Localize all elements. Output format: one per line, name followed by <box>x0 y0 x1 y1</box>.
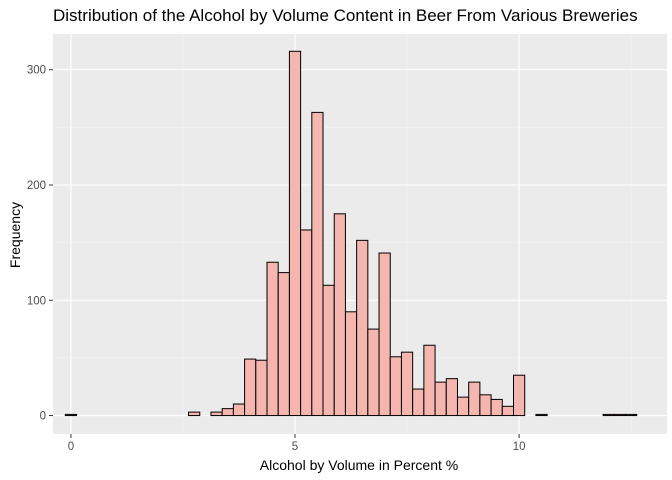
histogram-bar <box>311 111 324 417</box>
histogram-bar <box>490 398 503 417</box>
histogram-bar <box>602 413 615 417</box>
histogram-bars <box>64 50 638 417</box>
histogram-bar <box>64 413 78 417</box>
histogram-bar <box>221 408 234 417</box>
histogram-bar <box>613 413 627 417</box>
histogram-bar <box>412 388 425 417</box>
histogram-bar <box>333 213 346 417</box>
histogram-bar <box>501 405 515 417</box>
histogram-bar <box>535 413 548 417</box>
histogram-bar <box>625 413 638 417</box>
y-tick-label: 100 <box>27 295 46 307</box>
histogram-bar <box>479 394 492 417</box>
histogram-bar <box>322 284 335 417</box>
histogram-bar <box>367 328 380 417</box>
histogram-bar <box>300 229 313 417</box>
x-tick-label: 0 <box>68 441 74 453</box>
histogram-bar <box>445 378 458 417</box>
y-tick-label: 200 <box>27 180 46 192</box>
histogram-bar <box>232 403 246 417</box>
histogram-bar <box>344 311 358 417</box>
chart-title: Distribution of the Alcohol by Volume Co… <box>53 6 638 25</box>
histogram-bar <box>468 381 481 417</box>
y-tick-label: 0 <box>40 411 46 423</box>
histogram-bar <box>288 50 302 417</box>
y-axis-title: Frequency <box>7 202 23 268</box>
histogram-bar <box>423 344 436 417</box>
histogram-bar <box>210 411 223 417</box>
histogram-bar <box>378 252 391 417</box>
histogram-bar <box>400 351 414 417</box>
histogram-bar <box>188 411 201 417</box>
x-axis-ticks: 0 5 10 <box>68 434 526 453</box>
histogram-bar <box>266 261 279 417</box>
x-tick-label: 5 <box>292 441 298 453</box>
histogram-bar <box>277 272 290 417</box>
y-axis-ticks: 0 100 200 300 <box>27 65 53 423</box>
histogram-bar <box>244 358 257 417</box>
histogram-bar <box>255 359 268 417</box>
x-tick-label: 10 <box>513 441 526 453</box>
x-axis-title: Alcohol by Volume in Percent % <box>260 457 458 473</box>
histogram-bar <box>456 396 470 417</box>
histogram-bar <box>513 374 526 417</box>
histogram-bar <box>356 239 369 417</box>
y-tick-label: 300 <box>27 65 46 77</box>
histogram-bar <box>389 356 402 417</box>
histogram-bar <box>434 381 447 417</box>
